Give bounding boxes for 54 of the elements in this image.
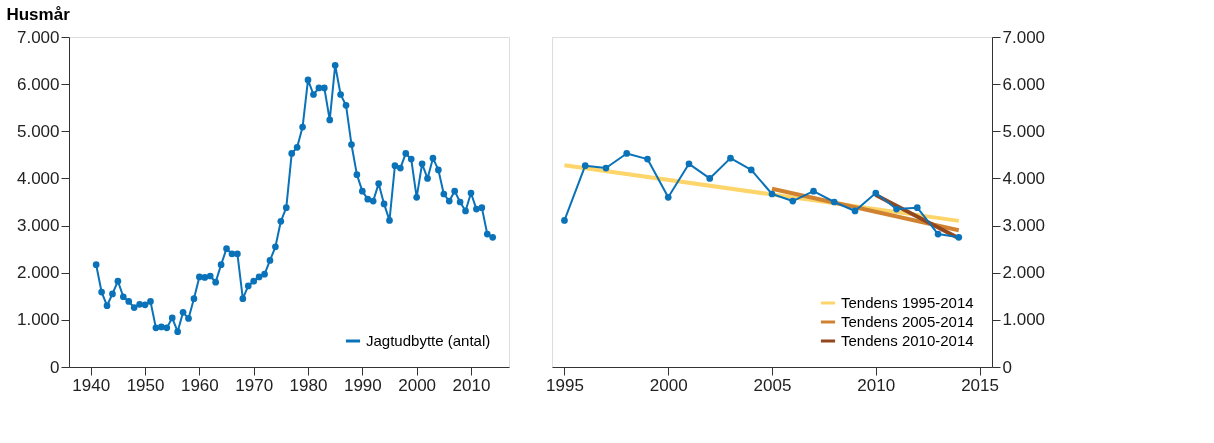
point [685, 160, 693, 168]
x-tick-label: 1995 [546, 375, 584, 395]
x-tick-label: 2000 [649, 375, 688, 395]
x-tick-label: 1940 [72, 375, 111, 395]
point [851, 207, 859, 215]
y2-tick-label: 0 [1002, 357, 1012, 377]
legend-label: Tendens 2010-2014 [841, 332, 974, 349]
point [810, 187, 817, 195]
y2-tick-label: 2.000 [1002, 263, 1046, 283]
y-tick-label: 0 [50, 357, 60, 377]
y2-tick-label: 3.000 [1002, 216, 1046, 236]
y-tick-label: 4.000 [16, 168, 60, 188]
point [581, 162, 589, 170]
x-tick-label: 2000 [398, 375, 437, 395]
point [706, 175, 714, 182]
point [768, 190, 776, 198]
y-tick-label: 7.000 [16, 27, 60, 47]
point [934, 230, 942, 238]
y-tick-label: 3.000 [16, 216, 60, 236]
legend-label: Tendens 2005-2014 [841, 313, 974, 330]
x-tick-label: 2015 [961, 375, 999, 395]
x-tick-label: 1960 [180, 375, 219, 395]
y2-tick-label: 6.000 [1002, 74, 1046, 94]
chart-title: Husmår [6, 5, 71, 24]
point [747, 166, 755, 174]
x-tick-label: 2010 [452, 375, 491, 395]
x-tick-label: 1990 [343, 375, 382, 395]
y2-tick-label: 5.000 [1002, 121, 1046, 141]
x-tick-label: 1980 [289, 375, 328, 395]
point [913, 204, 921, 211]
point [830, 198, 838, 206]
y2-tick-label: 7.000 [1002, 27, 1046, 47]
x-tick-label: 2010 [857, 375, 896, 395]
point [727, 154, 734, 162]
point [893, 205, 900, 213]
point [602, 164, 610, 172]
legend-label: Jagtudbytte (antal) [366, 332, 491, 349]
y-tick-label: 2.000 [16, 263, 60, 283]
point [789, 197, 797, 205]
x-tick-label: 1950 [126, 375, 165, 395]
point [561, 217, 568, 224]
y2-tick-label: 1.000 [1002, 310, 1046, 330]
y-tick-label: 6.000 [16, 74, 60, 94]
legend-label: Tendens 1995-2014 [841, 294, 974, 311]
point [623, 150, 631, 157]
y2-tick-label: 4.000 [1002, 168, 1046, 188]
point [644, 155, 651, 163]
x-tick-label: 1970 [235, 375, 274, 395]
y-tick-label: 1.000 [16, 310, 60, 330]
point [955, 234, 963, 241]
y-tick-label: 5.000 [16, 121, 60, 141]
point [664, 193, 672, 201]
point [872, 189, 880, 197]
x-tick-label: 2005 [753, 375, 792, 395]
